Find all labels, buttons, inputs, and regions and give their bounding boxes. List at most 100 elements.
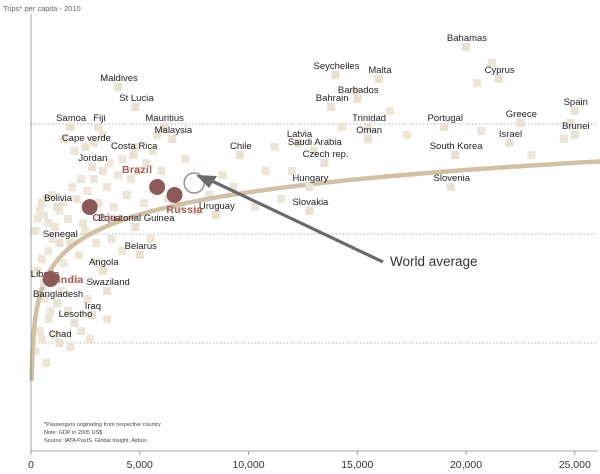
country-point <box>98 167 107 175</box>
source-notes: *Passengers originating from respective … <box>44 422 161 444</box>
country-point <box>35 327 44 335</box>
country-point <box>305 183 314 191</box>
country-point <box>181 155 190 163</box>
country-label: Iraq <box>85 301 101 312</box>
country-label: Uruguay <box>199 201 235 212</box>
country-point <box>94 199 103 207</box>
country-point <box>92 239 101 247</box>
world-average-label: World average <box>390 254 478 269</box>
country-label: Slovenia <box>434 173 471 184</box>
country-point <box>133 167 142 175</box>
country-label: Oman <box>356 125 382 136</box>
country-point <box>229 183 238 191</box>
highlighted-point <box>166 187 183 203</box>
x-tick-label: 5,000 <box>127 459 153 471</box>
country-point <box>77 175 86 183</box>
highlighted-label: China <box>92 212 123 224</box>
country-point <box>488 59 497 67</box>
country-label: Barbados <box>338 85 379 96</box>
country-point <box>192 207 201 215</box>
country-point <box>327 103 336 111</box>
country-point <box>364 123 373 131</box>
highlighted-point <box>81 199 98 215</box>
country-label: Angola <box>89 257 119 268</box>
country-point <box>70 319 79 327</box>
country-label: Senegal <box>43 229 78 240</box>
gridlines <box>31 123 598 344</box>
country-label: Belarus <box>125 241 157 252</box>
country-point <box>44 219 53 227</box>
annotation-arrow-head <box>196 175 217 188</box>
country-point <box>288 167 296 175</box>
highlighted-label: India <box>58 274 84 286</box>
country-point <box>131 143 140 151</box>
country-point <box>103 315 112 323</box>
country-label: Brunei <box>562 121 589 132</box>
country-point <box>127 175 136 183</box>
country-point <box>211 211 220 219</box>
note-line: *Passengers originating from respective … <box>44 422 161 428</box>
x-tick-label: 0 <box>28 459 34 471</box>
country-point <box>261 167 270 175</box>
country-point <box>118 155 127 163</box>
country-point <box>331 71 340 79</box>
country-point <box>148 147 157 155</box>
country-point <box>403 131 412 139</box>
country-point <box>79 219 88 227</box>
highlighted-label: Brazil <box>122 164 152 176</box>
country-label: Malta <box>368 65 392 76</box>
country-label: Samoa <box>56 113 87 124</box>
country-point <box>146 235 155 243</box>
country-point <box>131 223 140 231</box>
country-label: Spain <box>564 97 588 108</box>
country-point <box>98 267 107 275</box>
country-point <box>90 175 99 183</box>
trend-curve <box>29 159 600 382</box>
country-point <box>59 199 68 207</box>
country-label: Swaziland <box>86 277 129 288</box>
country-label: Trinidad <box>352 113 386 124</box>
country-point <box>131 103 140 111</box>
country-point <box>85 335 94 343</box>
country-label: Latvia <box>287 129 313 140</box>
country-point <box>44 247 53 255</box>
country-point <box>118 247 127 255</box>
country-point <box>66 343 75 351</box>
highlighted-point <box>149 179 166 195</box>
country-point <box>77 327 86 335</box>
country-label: Czech rep. <box>303 149 349 160</box>
country-point <box>516 119 525 127</box>
country-point <box>63 215 72 223</box>
country-point <box>440 123 449 131</box>
country-point <box>40 211 49 219</box>
country-point <box>114 171 122 179</box>
note-line: Source: IATA PaxIS, Global Insight, Airb… <box>44 438 147 444</box>
x-tick-label: 15,000 <box>341 459 373 471</box>
country-point <box>53 299 62 307</box>
country-point <box>103 287 112 295</box>
country-point <box>70 147 79 155</box>
country-label: Greece <box>506 109 537 120</box>
country-point <box>55 239 64 247</box>
note-line: Note: GDP in 2005 US$ <box>44 430 102 436</box>
country-point <box>33 267 42 275</box>
highlighted-countries: Brazil China Russia India <box>42 164 202 287</box>
country-point <box>294 139 303 147</box>
country-label: Lesotho <box>59 309 93 320</box>
country-point <box>494 75 503 83</box>
country-label: Mauritius <box>145 113 184 124</box>
country-point <box>462 43 470 51</box>
country-point <box>59 259 68 267</box>
country-point <box>277 195 286 203</box>
country-label: Equatorial Guinea <box>98 213 175 224</box>
country-point <box>566 119 575 127</box>
country-label: Bolivia <box>44 193 73 204</box>
country-label: Chad <box>49 329 72 340</box>
country-point <box>37 255 46 263</box>
country-point <box>105 159 114 167</box>
highlighted-label: Russia <box>166 204 202 216</box>
country-point <box>35 207 44 215</box>
country-point <box>46 307 55 315</box>
country-point <box>72 195 81 203</box>
